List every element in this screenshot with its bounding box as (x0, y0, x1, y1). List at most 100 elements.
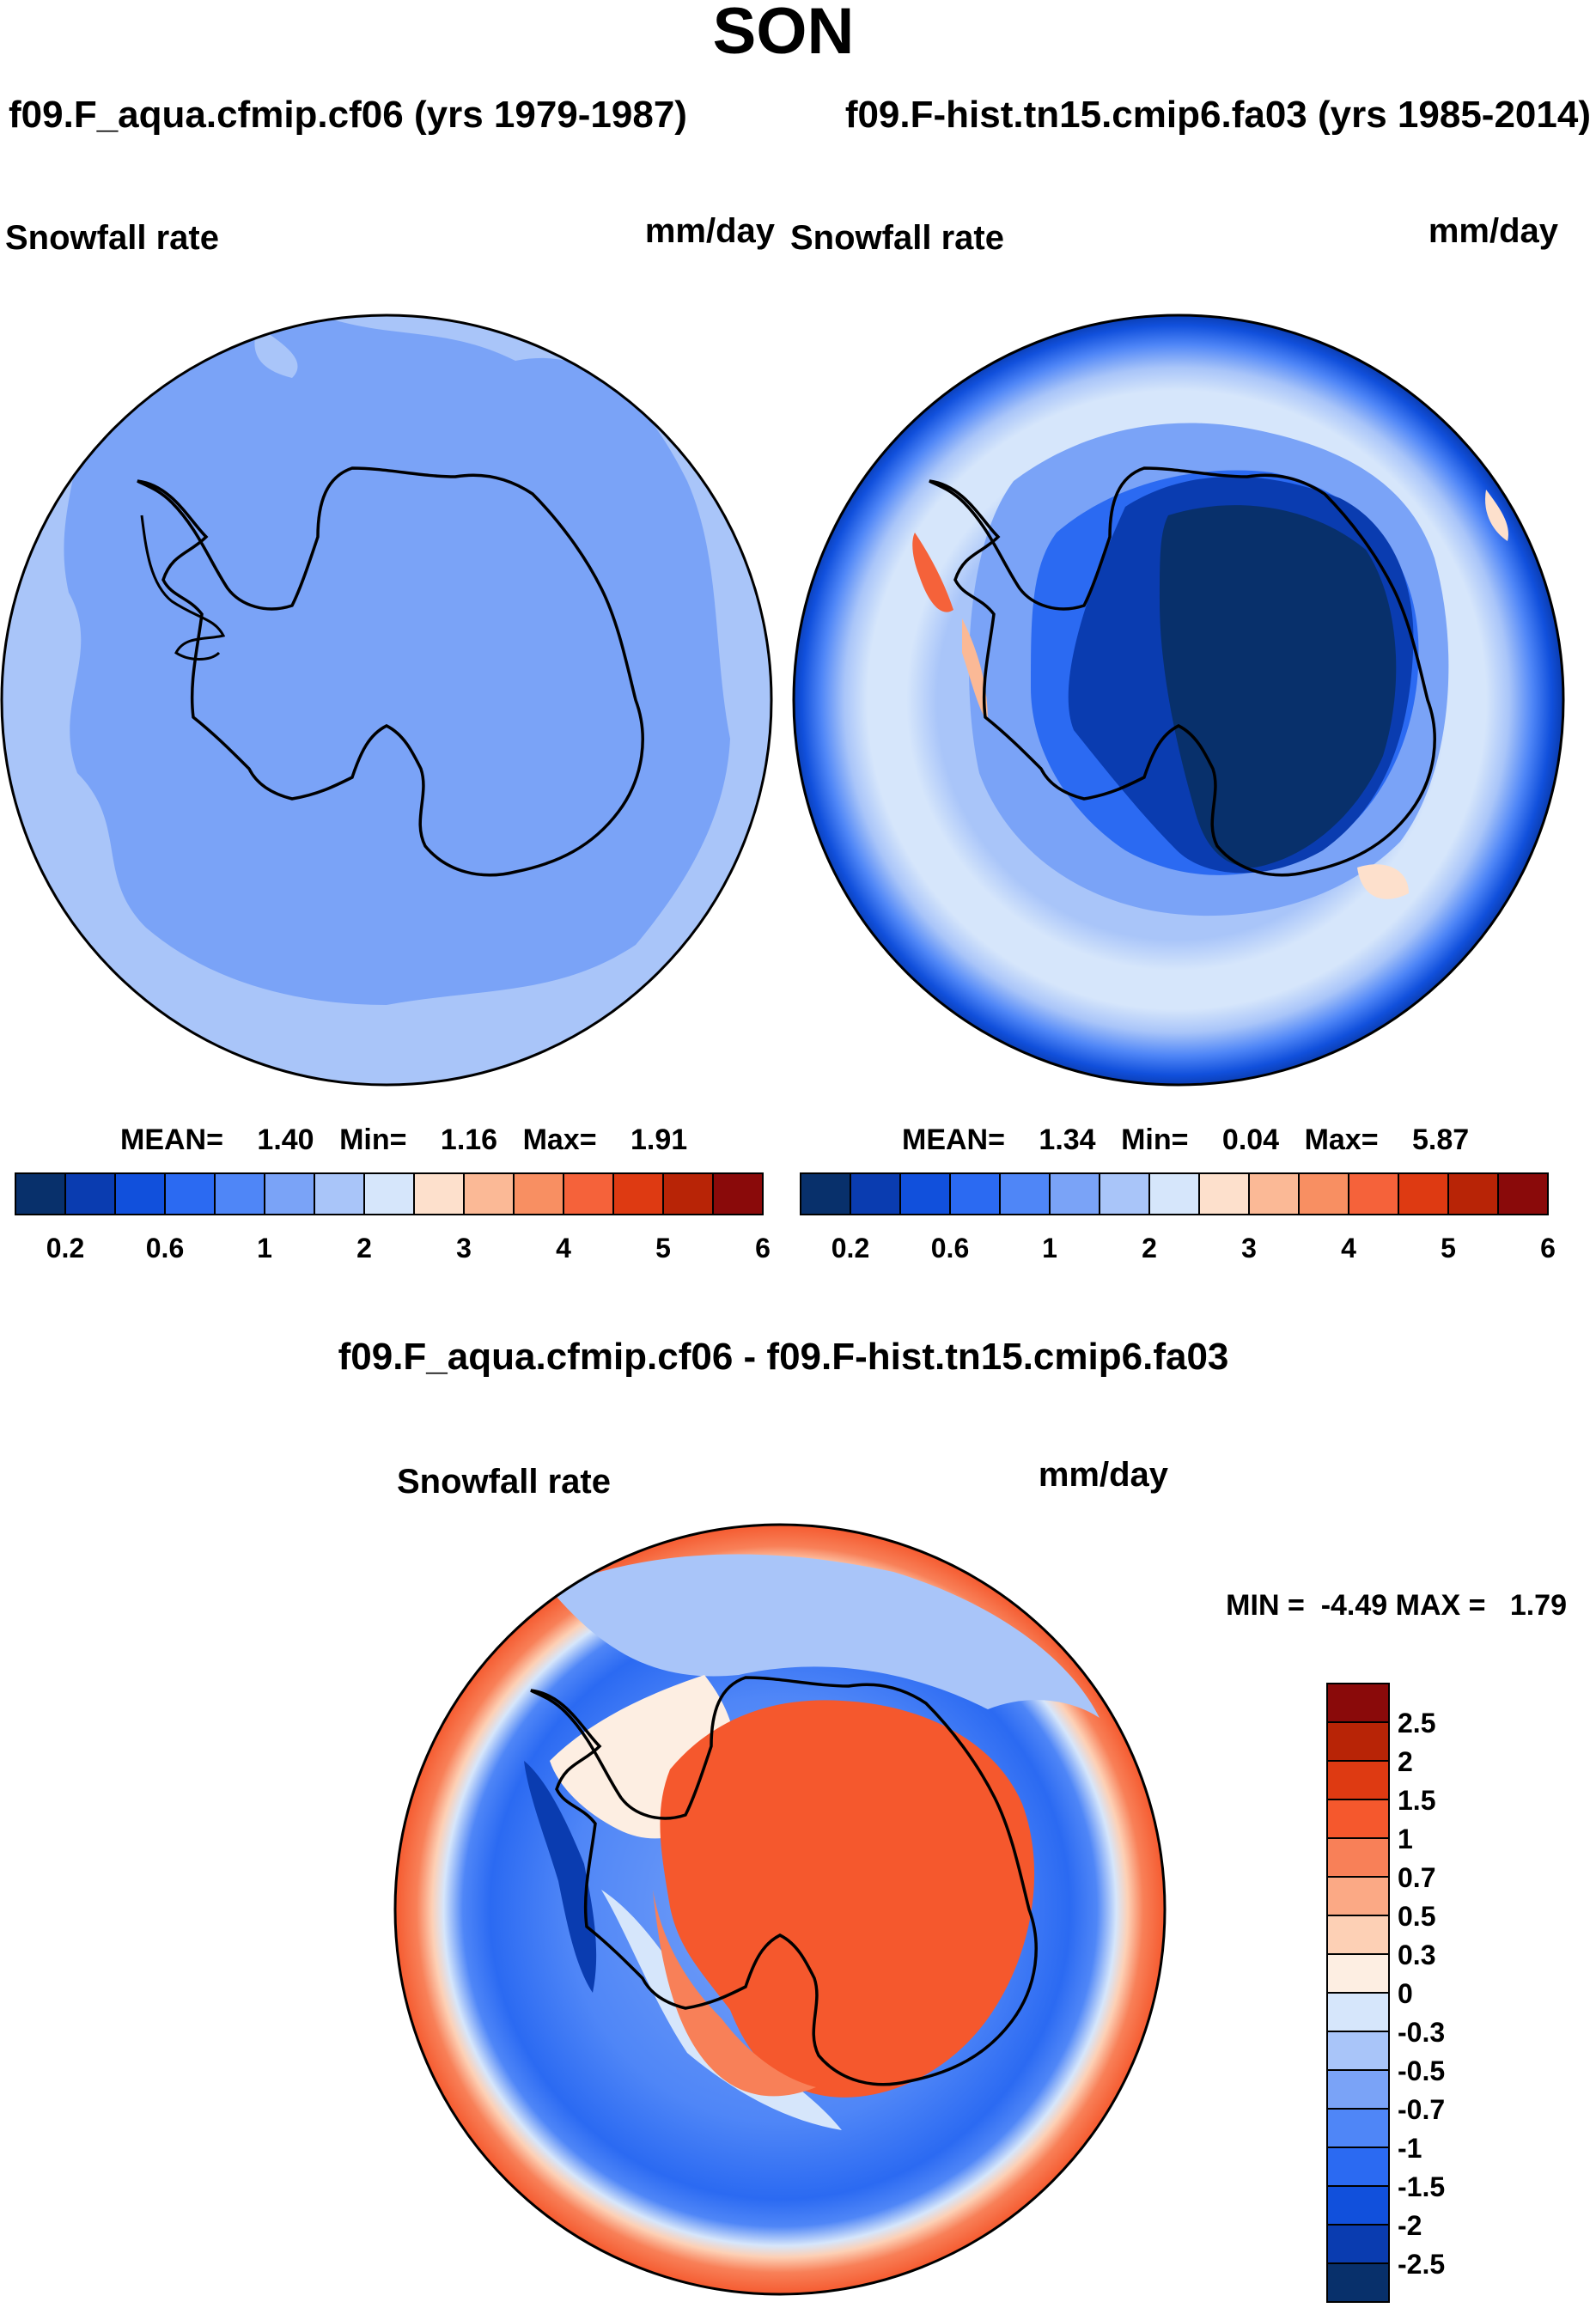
antarctica-difference (530, 1676, 1038, 2086)
stats-left-max: 1.91 (630, 1124, 687, 1156)
colorbar-left-tick-label: 2 (356, 1233, 372, 1264)
stats-left-min: 1.16 (441, 1124, 497, 1156)
map-right (794, 315, 1563, 1085)
map-left-border (0, 314, 773, 1087)
colorbar-difference-swatch (1326, 1953, 1390, 1994)
case-title-difference: f09.F_aqua.cfmip.cf06 - f09.F-hist.tn15.… (338, 1336, 1229, 1378)
season-title: SON (713, 0, 855, 68)
stats-left-mean-label: MEAN= (120, 1124, 223, 1156)
stats-left: MEAN= 1.40 Min= 1.16 Max= 1.91 (120, 1124, 687, 1156)
colorbar-difference-tick-label: -2.5 (1398, 2249, 1445, 2280)
colorbar-right-swatch (1298, 1172, 1349, 1215)
panel-top-left: f09.F_aqua.cfmip.cf06 (yrs 1979-1987) Sn… (0, 94, 776, 1264)
stats-right-mean-label: MEAN= (902, 1124, 1005, 1156)
colorbar-left-tick-label: 3 (456, 1233, 472, 1264)
colorbar-difference-swatch (1326, 1837, 1390, 1878)
colorbar-difference-tick-label: 2.5 (1398, 1708, 1435, 1739)
colorbar-difference-swatch (1326, 1721, 1390, 1762)
colorbar-right-swatch (1198, 1172, 1250, 1215)
colorbar-left-swatch (513, 1172, 564, 1215)
colorbar-difference-tick-label: 0.5 (1398, 1901, 1435, 1932)
colorbar-difference-tick-label: -0.3 (1398, 2017, 1445, 2048)
map-difference-west-light (601, 1890, 842, 2130)
colorbar-left-swatch (314, 1172, 365, 1215)
colorbar-left-tick-label: 6 (755, 1233, 771, 1264)
colorbar-right-swatch (1398, 1172, 1449, 1215)
map-difference-land-pos (660, 1700, 1035, 2098)
colorbar-left-tick-label: 0.6 (146, 1233, 184, 1264)
colorbar-left-swatch (164, 1172, 216, 1215)
panel-difference: f09.F_aqua.cfmip.cf06 - f09.F-hist.tn15.… (338, 1336, 1567, 2303)
case-title-left: f09.F_aqua.cfmip.cf06 (yrs 1979-1987) (9, 94, 687, 136)
colorbar-difference-swatch (1326, 1683, 1390, 1723)
antarctica-left (137, 466, 644, 877)
colorbar-difference-swatch (1326, 2262, 1390, 2303)
colorbar-right-tick-label: 2 (1142, 1233, 1157, 1264)
stats-right-max-label: Max= (1305, 1124, 1379, 1156)
colorbar-left-tick-label: 0.2 (46, 1233, 84, 1264)
colorbar-left-swatch (363, 1172, 415, 1215)
map-difference-land-edge (653, 1890, 816, 2097)
colorbar-difference-swatch (1326, 2224, 1390, 2264)
peninsula-left (140, 515, 226, 661)
map-right-plateau-darkest (1160, 505, 1397, 868)
stats-right-min-label: Min= (1121, 1124, 1188, 1156)
colorbar-difference-tick-label: -1.5 (1398, 2171, 1445, 2202)
stats-difference: MIN = -4.49 MAX = 1.79 (1226, 1589, 1567, 1622)
map-right-border (792, 314, 1565, 1087)
units-label-right: mm/day (1428, 212, 1559, 250)
colorbar-left-swatch (264, 1172, 315, 1215)
stats-left-max-label: Max= (523, 1124, 597, 1156)
map-difference (395, 1525, 1165, 2294)
map-left-field-patch (254, 326, 298, 378)
variable-label-difference: Snowfall rate (397, 1463, 611, 1501)
colorbar-left-swatch (563, 1172, 614, 1215)
colorbar-difference-tick-label: 1.5 (1398, 1785, 1435, 1816)
colorbar-left-swatch (214, 1172, 265, 1215)
colorbar-difference-tick-label: 2 (1398, 1746, 1413, 1777)
colorbar-difference-swatch (1326, 2147, 1390, 2187)
colorbar-difference-swatch (1326, 1799, 1390, 1839)
colorbar-right-swatch (1447, 1172, 1499, 1215)
units-label-left: mm/day (645, 212, 776, 250)
colorbar-left-tick-label: 1 (257, 1233, 272, 1264)
colorbar-right-tick-label: 0.2 (832, 1233, 869, 1264)
panel-top-right: f09.F-hist.tn15.cmip6.fa03 (yrs 1985-201… (790, 94, 1591, 1264)
colorbar-right-tick-label: 5 (1441, 1233, 1456, 1264)
map-left (2, 315, 771, 1085)
colorbar-right-swatch (1099, 1172, 1150, 1215)
colorbar-left-tick-label: 5 (655, 1233, 671, 1264)
units-label-difference: mm/day (1039, 1456, 1169, 1494)
map-difference-ocean-light (550, 1554, 1100, 1718)
colorbar-right-swatch (850, 1172, 901, 1215)
colorbar-difference-swatch (1326, 2069, 1390, 2110)
colorbar-left-swatch (463, 1172, 515, 1215)
colorbar-right-swatch (949, 1172, 1001, 1215)
colorbar-difference-tick-label: -1 (1398, 2133, 1422, 2164)
colorbar-right-tick-label: 4 (1341, 1233, 1356, 1264)
colorbar-difference-swatch (1326, 1760, 1390, 1800)
colorbar-difference-swatch (1326, 2108, 1390, 2148)
stats-right-max: 5.87 (1412, 1124, 1469, 1156)
colorbar-right-swatch (800, 1172, 851, 1215)
map-right-peninsula-mid (962, 618, 988, 722)
stats-left-mean: 1.40 (257, 1124, 314, 1156)
stats-left-min-label: Min= (339, 1124, 406, 1156)
colorbar-difference: 2.5 2 1.5 1 0.7 0.5 0.3 0 -0.3 -0.5 -0.7 -1 -1.5 -2 -2… (1326, 1683, 1445, 2303)
colorbar-right-swatch (899, 1172, 951, 1215)
colorbar-right-swatch (1348, 1172, 1399, 1215)
stats-right-mean: 1.34 (1039, 1124, 1095, 1156)
colorbar-left-swatch (612, 1172, 664, 1215)
colorbar-difference-tick-label: -2 (1398, 2210, 1422, 2241)
antarctica-right (929, 466, 1436, 877)
variable-label-right: Snowfall rate (790, 219, 1004, 257)
map-right-peninsula-high (912, 533, 953, 612)
colorbar-right-swatch (1148, 1172, 1200, 1215)
colorbar-right-tick-label: 3 (1241, 1233, 1257, 1264)
colorbar-left-swatch (662, 1172, 714, 1215)
colorbar-left: 0.2 0.6 1 2 3 4 5 6 (15, 1172, 771, 1264)
variable-label-left: Snowfall rate (5, 219, 219, 257)
colorbar-difference-swatch (1326, 2185, 1390, 2226)
colorbar-left-swatch (712, 1172, 764, 1215)
colorbar-difference-swatch (1326, 2031, 1390, 2071)
